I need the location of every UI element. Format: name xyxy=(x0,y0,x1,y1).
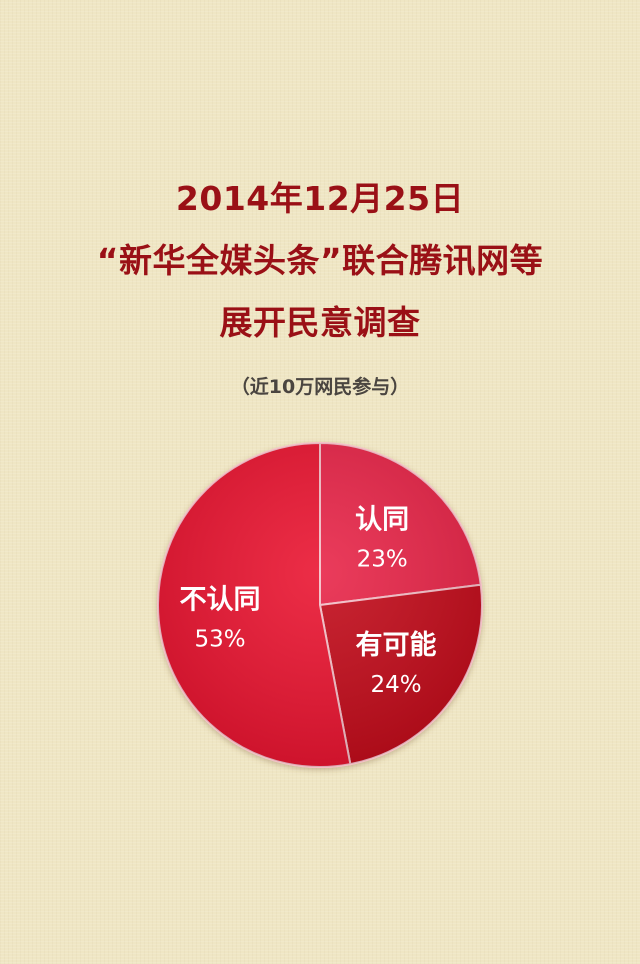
slice-label: 认同 xyxy=(355,505,409,536)
slice-label: 不认同 xyxy=(180,584,261,615)
slice-label: 有可能 xyxy=(356,629,437,661)
slice-value-label: 23% xyxy=(357,547,408,573)
participants-note: （近10万网民参与） xyxy=(230,376,410,398)
slice-value-label: 53% xyxy=(194,626,245,652)
title-line-topic: 展开民意调查 xyxy=(219,303,421,342)
title-line-source: “新华全媒头条”联合腾讯网等 xyxy=(96,241,544,280)
slice-value-label: 24% xyxy=(370,672,421,698)
page-title: 2014年12月25日 “新华全媒头条”联合腾讯网等 展开民意调查 xyxy=(0,168,640,354)
title-line-date: 2014年12月25日 xyxy=(175,179,465,218)
